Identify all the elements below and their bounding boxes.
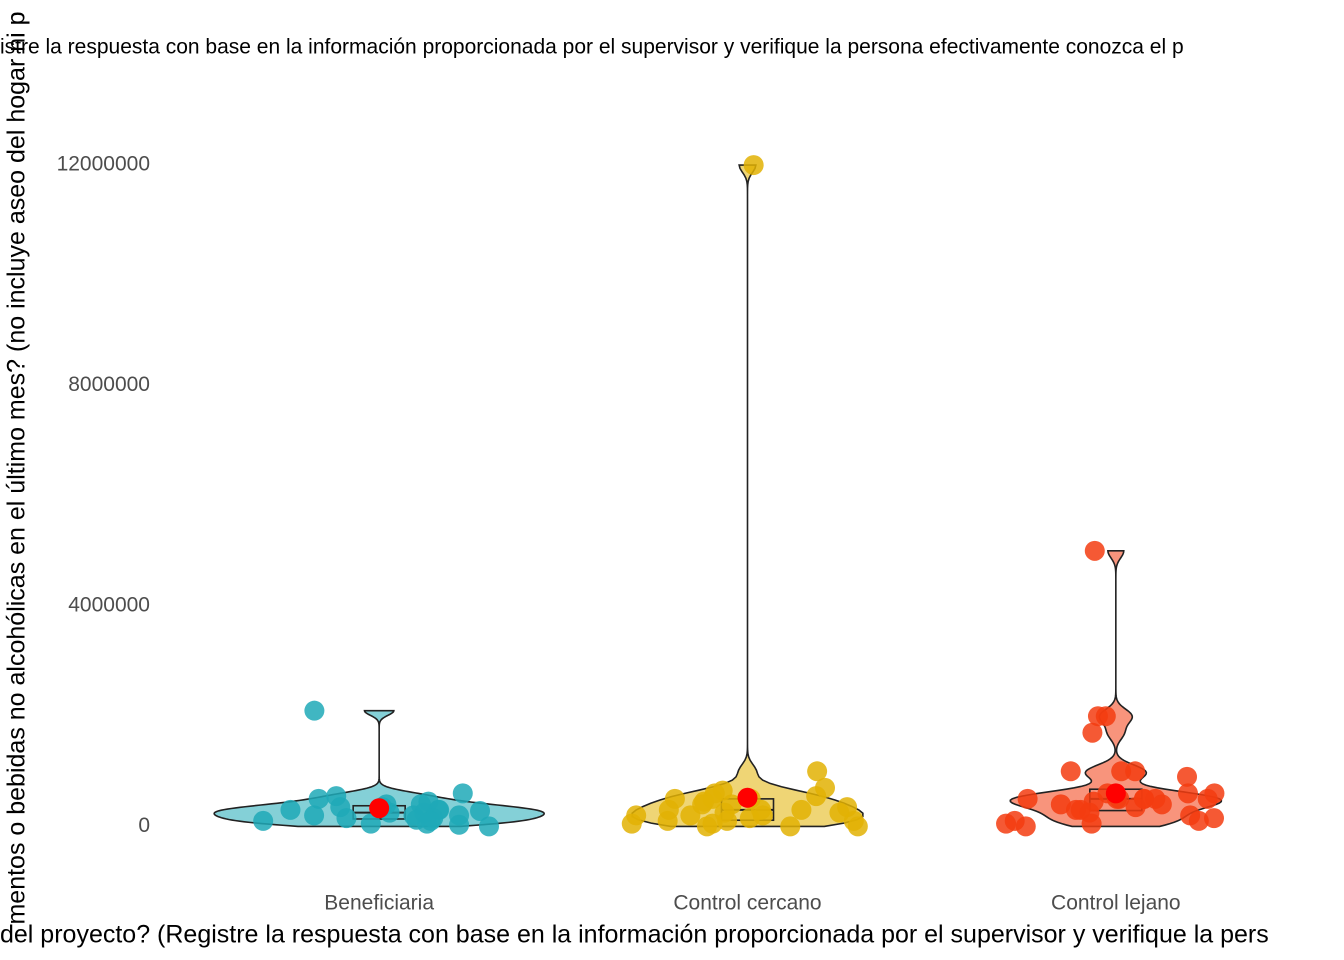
point [470, 800, 491, 821]
mean-point [737, 787, 758, 808]
point [308, 788, 329, 809]
point [336, 808, 357, 829]
point [1050, 794, 1071, 815]
point [1015, 816, 1036, 837]
x-tick-label: Control lejano [1051, 892, 1181, 915]
y-tick-label: 12000000 [57, 153, 150, 176]
x-tick-label: Control cercano [673, 892, 821, 915]
point [360, 813, 381, 834]
point [996, 813, 1017, 834]
point [304, 700, 325, 721]
x-tick-label: Beneficiaria [324, 892, 434, 915]
point [696, 816, 717, 837]
point [807, 761, 828, 782]
y-tick-label: 0 [138, 814, 150, 837]
y-axis-label: mentos o bebidas no alcohólicas en el úl… [3, 11, 31, 924]
point [658, 799, 679, 820]
point [1188, 810, 1209, 831]
y-tick-label: 4000000 [68, 594, 150, 617]
point [1017, 788, 1038, 809]
point [253, 810, 274, 831]
point [410, 794, 431, 815]
violin [1009, 550, 1223, 828]
point [452, 783, 473, 804]
mean-point [369, 798, 390, 819]
chart-title: istre la respuesta con base en la inform… [0, 36, 1184, 59]
point [1095, 706, 1116, 727]
point [1082, 722, 1103, 743]
point [1203, 808, 1224, 829]
point [847, 816, 868, 837]
point [478, 816, 499, 837]
y-tick-label: 8000000 [68, 373, 150, 396]
point [280, 799, 301, 820]
point [1081, 813, 1102, 834]
x-axis-label: del proyecto? (Registre la respuesta con… [0, 921, 1269, 949]
point [1060, 761, 1081, 782]
point [806, 786, 827, 807]
point [1084, 540, 1105, 561]
point [449, 814, 470, 835]
point [739, 808, 760, 829]
point [1125, 761, 1146, 782]
point [406, 809, 427, 830]
point [1111, 761, 1132, 782]
point [1151, 794, 1172, 815]
point [791, 799, 812, 820]
point [680, 805, 701, 826]
point [714, 802, 735, 823]
point [1177, 783, 1198, 804]
point [1177, 766, 1198, 787]
point [304, 805, 325, 826]
point [1204, 783, 1225, 804]
mean-point [1105, 783, 1126, 804]
violin [631, 164, 864, 828]
point [1125, 797, 1146, 818]
point [621, 813, 642, 834]
point [743, 155, 764, 176]
point [780, 816, 801, 837]
